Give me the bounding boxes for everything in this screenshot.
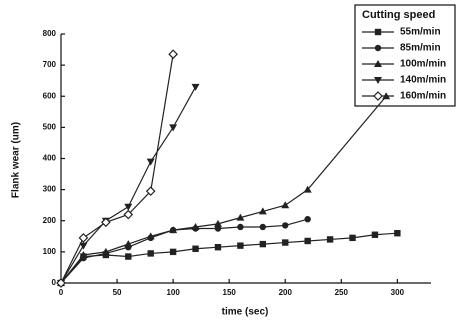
marker	[100, 217, 111, 228]
marker	[374, 44, 382, 52]
legend-label: 55m/min	[400, 27, 441, 38]
marker	[145, 186, 156, 197]
marker	[79, 250, 88, 258]
marker	[146, 158, 155, 166]
marker	[146, 232, 155, 240]
legend-label: 100m/min	[400, 59, 446, 70]
legend-box	[354, 4, 456, 107]
x-tick-label: 0	[59, 288, 64, 297]
marker	[124, 203, 133, 211]
marker	[281, 201, 290, 209]
marker	[303, 185, 312, 193]
marker	[371, 231, 379, 238]
marker	[304, 237, 311, 245]
y-tick-label: 400	[43, 154, 57, 163]
y-tick-label: 600	[43, 91, 57, 100]
marker	[191, 222, 200, 230]
marker	[214, 225, 222, 232]
marker	[326, 236, 334, 243]
x-tick-label: 200	[279, 288, 293, 297]
x-tick-label: 150	[223, 288, 237, 297]
y-tick-label: 0	[52, 278, 57, 287]
y-tick-label: 100	[43, 247, 57, 256]
y-tick-label: 700	[43, 60, 57, 69]
y-tick-label: 300	[43, 185, 57, 194]
marker	[124, 240, 133, 248]
marker	[282, 239, 289, 246]
legend-label: 140m/min	[400, 75, 446, 86]
marker	[259, 223, 267, 231]
x-tick-label: 50	[113, 288, 122, 297]
y-tick-label: 800	[43, 29, 57, 38]
x-tick-label: 250	[335, 288, 349, 297]
legend-label: 85m/min	[400, 43, 441, 54]
marker	[56, 278, 66, 288]
series-line	[60, 218, 308, 284]
marker	[79, 242, 88, 250]
marker	[125, 253, 132, 260]
marker	[168, 49, 178, 60]
marker	[374, 60, 382, 67]
marker	[304, 215, 311, 223]
marker	[373, 91, 383, 101]
marker	[169, 226, 178, 234]
series-line	[60, 232, 398, 284]
marker	[374, 77, 382, 84]
marker	[259, 240, 267, 248]
marker	[147, 250, 154, 257]
y-tick-label: 200	[43, 216, 57, 225]
marker	[349, 234, 356, 242]
marker	[191, 83, 200, 91]
marker	[237, 242, 244, 249]
series-line	[60, 54, 174, 284]
legend-label: 160m/min	[400, 91, 446, 102]
marker	[101, 247, 110, 255]
marker	[169, 248, 177, 256]
x-tick-label: 100	[166, 288, 180, 297]
marker	[123, 209, 134, 220]
marker	[236, 213, 245, 221]
marker	[78, 233, 89, 243]
marker	[169, 124, 178, 132]
y-axis-label: Flank wear (um)	[11, 122, 22, 198]
x-axis-label: time (sec)	[222, 307, 269, 318]
y-tick-label: 500	[43, 122, 57, 131]
marker	[214, 244, 222, 251]
marker	[374, 28, 382, 36]
marker	[237, 223, 244, 231]
marker	[282, 222, 289, 229]
legend-title: Cutting speed	[362, 9, 435, 21]
marker	[394, 230, 401, 237]
x-tick-label: 300	[391, 288, 405, 297]
marker	[213, 219, 222, 227]
marker	[258, 207, 267, 215]
marker	[192, 245, 199, 252]
